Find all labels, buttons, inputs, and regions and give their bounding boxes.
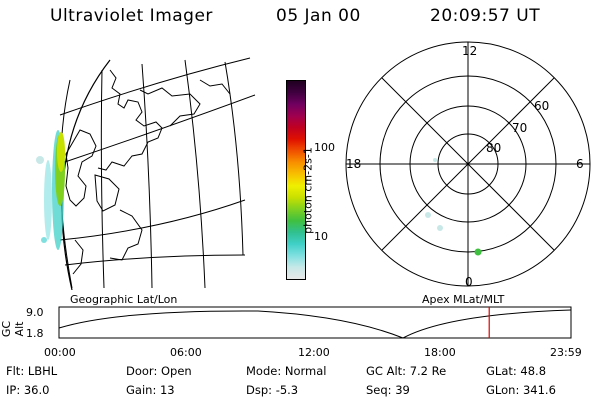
polar-emission bbox=[425, 158, 482, 256]
timeline-frame bbox=[58, 306, 572, 339]
timeline-axis-label: GC Alt bbox=[0, 320, 26, 338]
timeline-ytick-max: 9.0 bbox=[26, 306, 44, 319]
right-panel-label: Apex MLat/MLT bbox=[422, 293, 505, 306]
info-ip: IP: 36.0 bbox=[6, 383, 50, 397]
map-gridline bbox=[141, 63, 153, 289]
timeline-xtick-4: 23:59 bbox=[550, 346, 582, 359]
info-mode: Mode: Normal bbox=[246, 364, 327, 378]
info-gain: Gain: 13 bbox=[126, 383, 175, 397]
mlt-label-top: 12 bbox=[462, 44, 477, 58]
coastline bbox=[72, 239, 84, 275]
timeline-ytick-min: 1.8 bbox=[26, 327, 44, 340]
info-gc-alt: GC Alt: 7.2 Re bbox=[366, 364, 447, 378]
colorbar-unit-label: photon cm-2s-1 bbox=[301, 147, 315, 234]
info-door: Door: Open bbox=[126, 364, 192, 378]
info-dsp: Dsp: -5.3 bbox=[246, 383, 299, 397]
coastline bbox=[97, 69, 163, 171]
timeline-xtick-0: 00:00 bbox=[44, 346, 76, 359]
map-gridline bbox=[59, 199, 246, 241]
polar-plot: 12 18 6 0 60 70 80 bbox=[345, 41, 591, 289]
info-seq: Seq: 39 bbox=[366, 383, 410, 397]
colorbar-tick-100: 100 bbox=[314, 141, 335, 154]
lat-label-80: 80 bbox=[486, 141, 501, 155]
lat-label-60: 60 bbox=[534, 99, 549, 113]
mlt-label-left: 18 bbox=[346, 157, 361, 171]
colorbar bbox=[286, 80, 306, 280]
map-gridline bbox=[224, 61, 244, 256]
left-panel-label: Geographic Lat/Lon bbox=[70, 293, 178, 306]
map-gridline bbox=[59, 57, 251, 116]
header-date: 05 Jan 00 bbox=[276, 6, 361, 26]
aurora-emission bbox=[36, 130, 65, 250]
coastline bbox=[109, 209, 143, 261]
coastline bbox=[65, 129, 97, 207]
map-gridline bbox=[55, 94, 256, 166]
coastline bbox=[94, 174, 120, 212]
earth-limb bbox=[61, 59, 111, 290]
mlt-label-right: 6 bbox=[576, 157, 584, 171]
map-gridline bbox=[64, 254, 246, 266]
timeline-plot bbox=[58, 306, 572, 339]
info-glat: GLat: 48.8 bbox=[486, 364, 547, 378]
geographic-map bbox=[36, 57, 256, 290]
info-glon: GLon: 341.6 bbox=[486, 383, 556, 397]
lat-label-70: 70 bbox=[512, 121, 527, 135]
page-title: Ultraviolet Imager bbox=[50, 6, 213, 26]
timeline-xtick-3: 18:00 bbox=[424, 346, 456, 359]
coastline bbox=[199, 79, 231, 95]
timeline-xtick-2: 12:00 bbox=[298, 346, 330, 359]
info-flt: Flt: LBHL bbox=[6, 364, 58, 378]
header-time: 20:09:57 UT bbox=[430, 6, 541, 26]
polar-axis bbox=[381, 77, 555, 251]
altitude-curve bbox=[58, 309, 572, 339]
mlt-label-bottom: 0 bbox=[465, 275, 473, 289]
coastline bbox=[139, 87, 201, 127]
colorbar-tick-10: 10 bbox=[314, 230, 328, 243]
map-gridline bbox=[184, 59, 206, 289]
map-gridline bbox=[100, 69, 105, 289]
timeline-xtick-1: 06:00 bbox=[170, 346, 202, 359]
